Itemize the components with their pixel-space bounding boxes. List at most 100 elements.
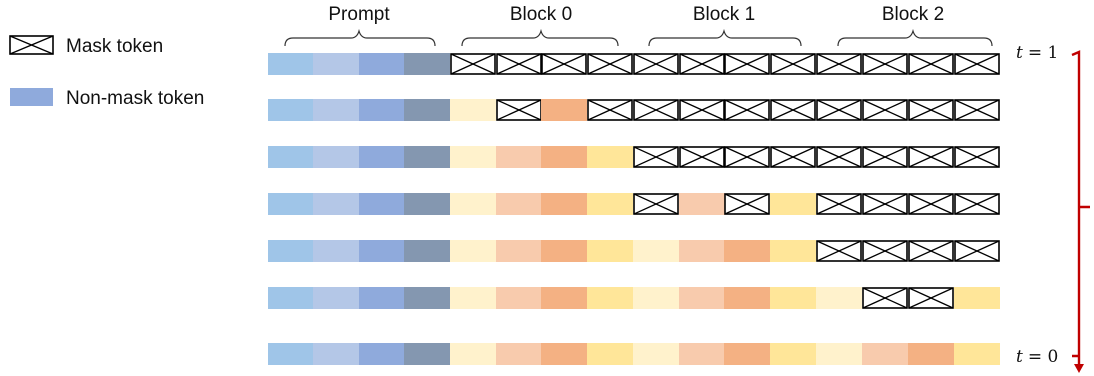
block-2-label: Block 2 bbox=[882, 4, 944, 25]
prompt-token bbox=[268, 287, 314, 309]
token-row bbox=[268, 343, 1000, 365]
decoded-token bbox=[633, 287, 679, 309]
mask-token bbox=[908, 193, 954, 215]
mask-token bbox=[862, 146, 908, 168]
decoded-token bbox=[587, 146, 633, 168]
mask-token bbox=[587, 53, 633, 75]
mask-token-legend-icon bbox=[9, 35, 54, 55]
mask-token bbox=[541, 53, 587, 75]
decoded-token bbox=[679, 240, 725, 262]
mask-token bbox=[862, 193, 908, 215]
token-grid bbox=[268, 53, 1000, 365]
mask-token bbox=[908, 99, 954, 121]
mask-token bbox=[770, 99, 816, 121]
decoded-token bbox=[724, 287, 770, 309]
mask-token bbox=[633, 99, 679, 121]
mask-token bbox=[724, 53, 770, 75]
mask-token bbox=[862, 287, 908, 309]
prompt-token bbox=[359, 343, 405, 365]
mask-token bbox=[954, 193, 1000, 215]
prompt-token bbox=[359, 53, 405, 75]
decoded-token bbox=[587, 193, 633, 215]
mask-token bbox=[908, 240, 954, 262]
timeline-arrowhead bbox=[1074, 364, 1084, 373]
mask-token bbox=[633, 193, 679, 215]
non-mask-token-label: Non-mask token bbox=[66, 88, 204, 109]
decoded-token bbox=[633, 343, 679, 365]
decoded-token bbox=[908, 343, 954, 365]
prompt-token bbox=[359, 193, 405, 215]
decoded-token bbox=[496, 240, 542, 262]
prompt-token bbox=[313, 287, 359, 309]
mask-token bbox=[816, 193, 862, 215]
prompt-token bbox=[268, 53, 314, 75]
timeline: t = 1 t = 0 bbox=[1016, 43, 1090, 373]
prompt-token bbox=[359, 240, 405, 262]
prompt-token bbox=[359, 99, 405, 121]
mask-token bbox=[954, 240, 1000, 262]
prompt-token bbox=[313, 193, 359, 215]
mask-token bbox=[724, 99, 770, 121]
decoded-token bbox=[496, 287, 542, 309]
legend: Mask token Non-mask token bbox=[9, 35, 204, 109]
decoded-token bbox=[679, 287, 725, 309]
prompt-token bbox=[404, 99, 450, 121]
prompt-token bbox=[404, 287, 450, 309]
prompt-token bbox=[268, 193, 314, 215]
token-row bbox=[268, 146, 1000, 168]
prompt-token bbox=[313, 146, 359, 168]
decoded-token bbox=[450, 240, 496, 262]
decoded-token bbox=[954, 343, 1000, 365]
decoded-token bbox=[450, 99, 496, 121]
prompt-token bbox=[359, 146, 405, 168]
timeline-end-label: t = 0 bbox=[1016, 347, 1058, 367]
decoded-token bbox=[862, 343, 908, 365]
decoded-token bbox=[724, 343, 770, 365]
non-mask-token-legend-icon bbox=[10, 88, 53, 106]
prompt-token bbox=[313, 99, 359, 121]
decoded-token bbox=[541, 240, 587, 262]
decoded-token bbox=[679, 343, 725, 365]
token-row bbox=[268, 99, 1000, 121]
block-1-label: Block 1 bbox=[693, 4, 755, 25]
token-row bbox=[268, 193, 1000, 215]
mask-token bbox=[770, 146, 816, 168]
mask-token bbox=[862, 99, 908, 121]
decoded-token bbox=[541, 343, 587, 365]
mask-token bbox=[816, 240, 862, 262]
mask-token bbox=[770, 53, 816, 75]
mask-token bbox=[862, 53, 908, 75]
timeline-bracket bbox=[1071, 50, 1090, 366]
mask-token bbox=[954, 53, 1000, 75]
token-row bbox=[268, 240, 1000, 262]
mask-token bbox=[496, 99, 542, 121]
decoded-token bbox=[587, 287, 633, 309]
prompt-token bbox=[359, 287, 405, 309]
decoded-token bbox=[587, 240, 633, 262]
prompt-token bbox=[313, 343, 359, 365]
mask-token-label: Mask token bbox=[66, 36, 163, 57]
mask-token bbox=[908, 287, 954, 309]
decoded-token bbox=[496, 343, 542, 365]
mask-token bbox=[724, 146, 770, 168]
decoded-token bbox=[724, 240, 770, 262]
prompt-label: Prompt bbox=[328, 4, 390, 25]
mask-token bbox=[816, 53, 862, 75]
mask-token bbox=[679, 146, 725, 168]
prompt-token bbox=[268, 343, 314, 365]
prompt-brace bbox=[284, 28, 436, 47]
mask-token bbox=[724, 193, 770, 215]
prompt-token bbox=[313, 53, 359, 75]
block-2-brace bbox=[837, 28, 993, 47]
group-headers: Prompt Block 0 Block 1 Block 2 bbox=[284, 4, 993, 47]
block-0-brace bbox=[461, 28, 619, 47]
decoded-token bbox=[450, 193, 496, 215]
decoded-token bbox=[954, 287, 1000, 309]
mask-token bbox=[816, 146, 862, 168]
timeline-start-label: t = 1 bbox=[1016, 43, 1058, 63]
prompt-token bbox=[268, 146, 314, 168]
prompt-token bbox=[313, 240, 359, 262]
mask-token bbox=[496, 53, 542, 75]
prompt-token bbox=[404, 343, 450, 365]
